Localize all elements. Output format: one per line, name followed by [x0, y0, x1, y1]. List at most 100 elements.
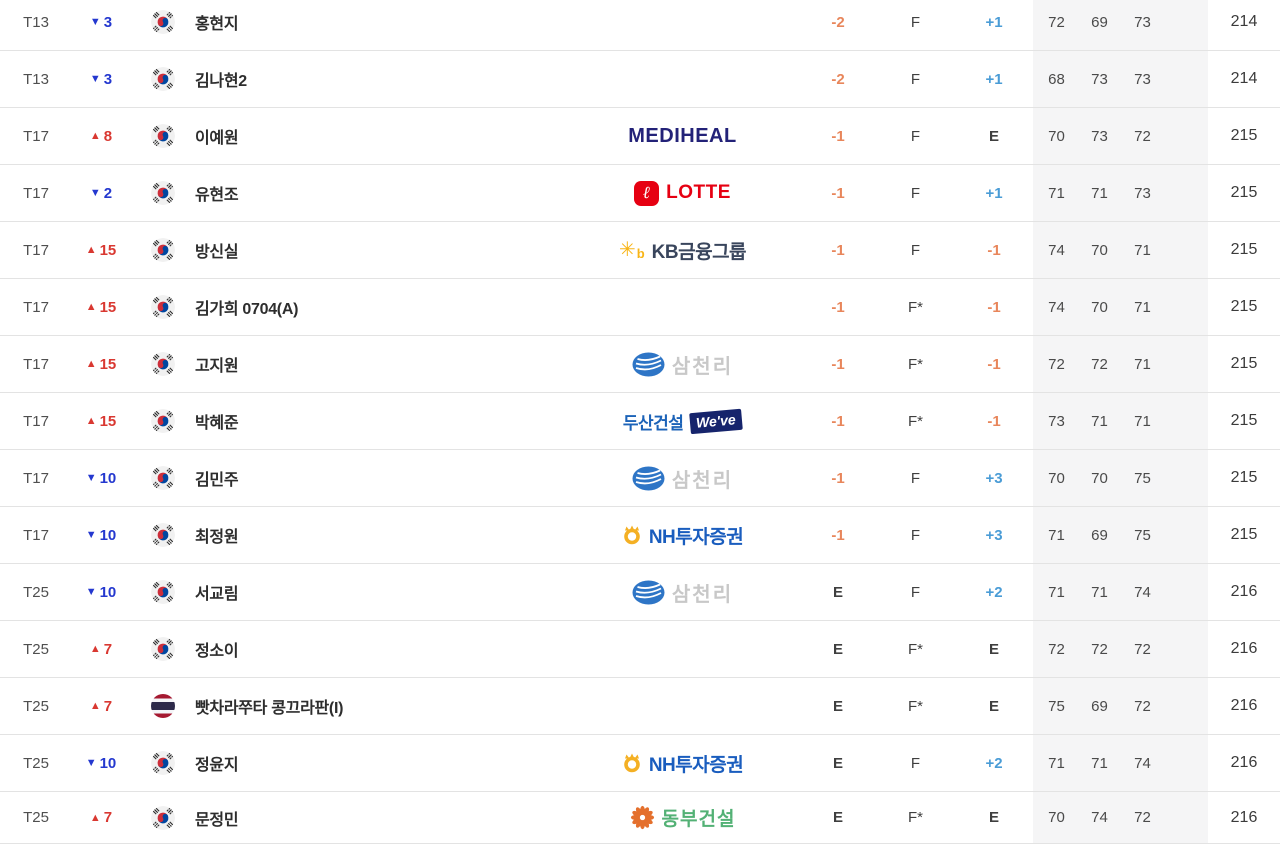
- round-1-score: 70: [1048, 809, 1065, 826]
- round-status: F*: [908, 355, 923, 373]
- player-name[interactable]: 유현조: [195, 187, 239, 204]
- table-row[interactable]: T13 ▼ 3 김나현2 -2 F +1 68 73 73 214: [0, 51, 1280, 108]
- total-to-par: -1: [831, 298, 845, 316]
- player-name[interactable]: 김나현2: [195, 73, 247, 90]
- player-name[interactable]: 빳차라쭈타 콩끄라판(I): [195, 700, 344, 717]
- sponsor-logo: 동부건설: [590, 792, 775, 843]
- table-row[interactable]: T25 ▲ 7 문정민 동부건설 E F* E 70 74 72 216: [0, 792, 1280, 844]
- sponsor-logo-dongbu: 동부건설: [661, 809, 736, 830]
- player-name[interactable]: 정소이: [195, 643, 239, 660]
- country-flag: [130, 165, 195, 221]
- round-2-score: 69: [1091, 526, 1108, 544]
- today-to-par: E: [988, 697, 999, 715]
- total-to-par: -2: [831, 13, 845, 31]
- player-name[interactable]: 문정민: [195, 811, 239, 829]
- round-3-score: 71: [1134, 412, 1151, 430]
- spacer: [775, 0, 800, 50]
- round-status: F: [910, 184, 921, 202]
- table-row[interactable]: T25 ▼ 10 정윤지 NH투자증권 E F +2 71 71 74 216: [0, 735, 1280, 792]
- table-row[interactable]: T17 ▼ 2 유현조 ℓ LOTTE -1 F +1 71 71 73 215: [0, 165, 1280, 222]
- total-strokes: 215: [1230, 184, 1258, 201]
- rank: T17: [23, 412, 49, 430]
- movement-value: 15: [99, 412, 117, 430]
- move-up-icon: ▲: [85, 415, 97, 427]
- flag-kr-icon: [150, 409, 175, 433]
- spacer: [775, 450, 800, 506]
- flag-kr-icon: [150, 352, 175, 376]
- today-to-par: -1: [987, 241, 1001, 259]
- move-down-icon: ▼: [85, 529, 97, 541]
- round-3-score: 72: [1134, 809, 1151, 826]
- country-flag: [130, 507, 195, 563]
- round-status: F*: [908, 809, 923, 826]
- total-strokes: 215: [1230, 412, 1258, 429]
- round-status: F: [910, 754, 921, 772]
- table-row[interactable]: T13 ▼ 3 홍현지 -2 F +1 72 69 73 214: [0, 0, 1280, 51]
- movement-value: 10: [99, 583, 117, 601]
- country-flag: [130, 450, 195, 506]
- samchully-globe-icon: [632, 466, 665, 490]
- round-scores: 71 71 73: [1033, 165, 1208, 221]
- player-name[interactable]: 홍현지: [195, 16, 239, 33]
- round-scores: 74 70 71: [1033, 279, 1208, 335]
- round-scores: 71 71 74: [1033, 735, 1208, 791]
- table-row[interactable]: T25 ▼ 10 서교림 삼천리 E F +2 71 71 74 216: [0, 564, 1280, 621]
- move-down-icon: ▼: [89, 187, 101, 199]
- round-1-score: 71: [1048, 526, 1065, 544]
- move-down-icon: ▼: [89, 16, 101, 28]
- total-to-par: -1: [831, 184, 845, 202]
- table-row[interactable]: T17 ▼ 10 김민주 삼천리 -1 F +3 70 70 75 215: [0, 450, 1280, 507]
- movement-value: 7: [103, 809, 113, 826]
- sponsor-logo-samchully: 삼천리: [671, 583, 734, 606]
- round-2-score: 74: [1091, 809, 1108, 826]
- total-to-par: -1: [831, 469, 845, 487]
- round-status: F: [910, 241, 921, 259]
- move-down-icon: ▼: [89, 73, 101, 85]
- player-name[interactable]: 정윤지: [195, 757, 239, 774]
- player-name[interactable]: 서교림: [195, 586, 239, 603]
- table-row[interactable]: T25 ▲ 7 정소이 E F* E 72 72 72 216: [0, 621, 1280, 678]
- table-row[interactable]: T17 ▲ 15 방신실 ✳ b KB금융그룹 -1 F -1 74 70 71 215: [0, 222, 1280, 279]
- total-strokes: 215: [1230, 241, 1258, 258]
- round-scores: 72 69 73: [1033, 0, 1208, 50]
- movement-value: 3: [103, 13, 113, 31]
- player-name[interactable]: 고지원: [195, 358, 239, 375]
- player-name[interactable]: 이예원: [195, 130, 239, 147]
- flag-kr-icon: [150, 295, 175, 319]
- player-name[interactable]: 김가희 0704(A): [195, 301, 299, 318]
- movement-indicator: ▲ 8: [72, 108, 130, 164]
- today-to-par: E: [988, 640, 999, 658]
- round-1-score: 70: [1048, 127, 1065, 145]
- round-scores: 74 70 71: [1033, 222, 1208, 278]
- sponsor-logo-weve: We've: [689, 408, 743, 434]
- table-row[interactable]: T17 ▲ 15 김가희 0704(A) -1 F* -1 74 70 71 215: [0, 279, 1280, 336]
- movement-value: 15: [99, 241, 117, 259]
- round-3-score: 74: [1134, 583, 1151, 601]
- table-row[interactable]: T25 ▲ 7 빳차라쭈타 콩끄라판(I) E F* E 75 69 72 216: [0, 678, 1280, 735]
- round-1-score: 71: [1048, 184, 1065, 202]
- rank: T25: [23, 754, 49, 772]
- player-name[interactable]: 박혜준: [195, 415, 239, 432]
- movement-value: 15: [99, 355, 117, 373]
- round-2-score: 72: [1091, 640, 1108, 658]
- lotte-icon: ℓ: [634, 180, 660, 206]
- sponsor-logo: [590, 51, 775, 107]
- country-flag: [130, 279, 195, 335]
- player-name[interactable]: 방신실: [195, 244, 239, 261]
- round-1-score: 71: [1048, 583, 1065, 601]
- total-to-par: E: [832, 809, 843, 826]
- table-row[interactable]: T17 ▲ 15 고지원 삼천리 -1 F* -1 72 72 71 215: [0, 336, 1280, 393]
- samchully-globe-icon: [632, 580, 665, 604]
- movement-value: 10: [99, 469, 117, 487]
- player-name[interactable]: 김민주: [195, 472, 239, 489]
- table-row[interactable]: T17 ▲ 15 박혜준 두산건설 We've -1 F* -1 73 71 71 215: [0, 393, 1280, 450]
- today-to-par: +2: [985, 754, 1003, 772]
- player-name[interactable]: 최정원: [195, 529, 239, 546]
- move-up-icon: ▲: [89, 130, 101, 142]
- table-row[interactable]: T17 ▼ 10 최정원 NH투자증권 -1 F +3 71 69 75 215: [0, 507, 1280, 564]
- round-status: F: [910, 583, 921, 601]
- rank: T13: [23, 70, 49, 88]
- table-row[interactable]: T17 ▲ 8 이예원 MEDIHEAL -1 F E 70 73 72 215: [0, 108, 1280, 165]
- flag-th-icon: [150, 694, 175, 718]
